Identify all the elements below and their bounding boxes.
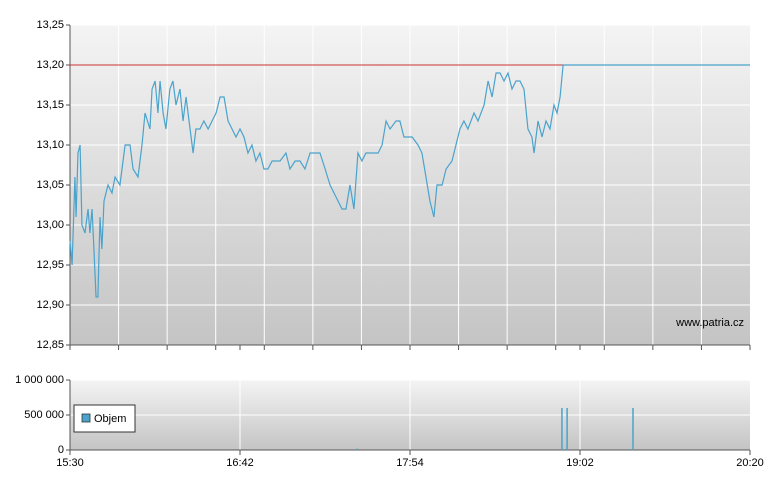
volume-bar [566, 408, 568, 450]
y-tick-label: 12,95 [36, 259, 64, 271]
volume-bar [632, 408, 634, 450]
legend-swatch [81, 413, 91, 423]
price-line [69, 64, 750, 298]
y-tick-label: 13,20 [36, 59, 64, 71]
y-tick-label: 1 000 000 [15, 374, 64, 386]
legend-label: Objem [94, 413, 126, 425]
y-tick-label: 500 000 [24, 409, 64, 421]
x-tick-label: 19:02 [566, 457, 594, 469]
watermark: www.patria.cz [675, 317, 744, 329]
x-tick-label: 16:42 [226, 457, 254, 469]
y-tick-label: 0 [58, 444, 64, 456]
x-tick-label: 20:20 [736, 457, 764, 469]
y-tick-label: 13,15 [36, 99, 64, 111]
y-tick-label: 13,05 [36, 179, 64, 191]
y-tick-label: 12,85 [36, 339, 64, 351]
x-tick-label: 15:30 [56, 457, 84, 469]
y-tick-label: 12,90 [36, 299, 64, 311]
y-tick-label: 13,10 [36, 139, 64, 151]
y-tick-label: 13,25 [36, 19, 64, 31]
volume-bar [561, 408, 563, 450]
y-tick-label: 13,00 [36, 219, 64, 231]
x-tick-label: 17:54 [396, 457, 424, 469]
volume-bar [356, 448, 358, 450]
